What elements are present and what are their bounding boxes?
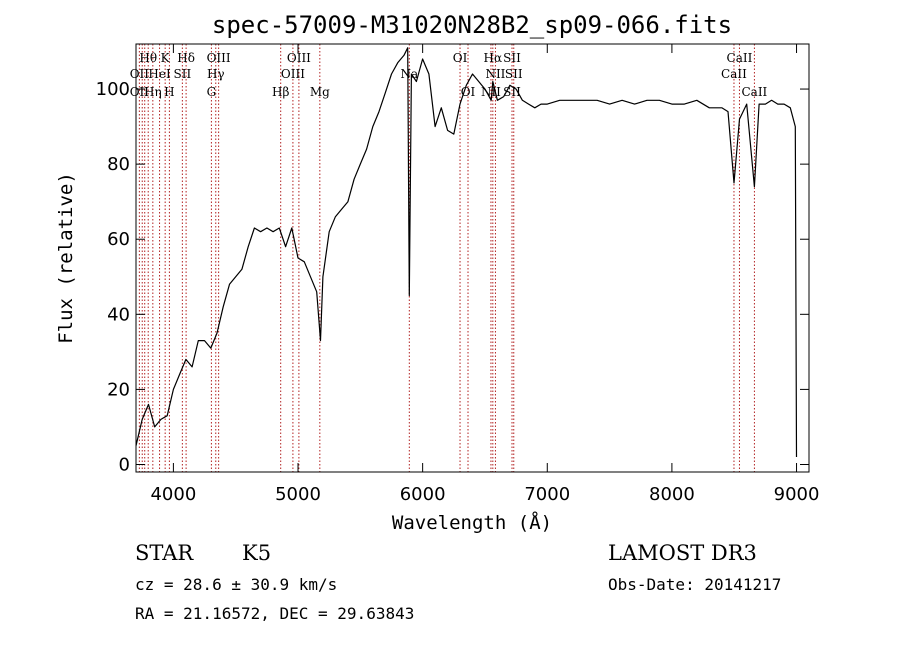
y-tick-label: 20 bbox=[107, 379, 130, 400]
line-label: SII bbox=[503, 51, 521, 65]
line-label: Hη bbox=[144, 85, 162, 99]
spectral-subclass-label: K5 bbox=[242, 541, 271, 565]
line-label: Mg bbox=[310, 85, 330, 99]
x-tick-label: 4000 bbox=[150, 484, 196, 505]
emission-line-markers bbox=[138, 44, 755, 472]
y-axis-title: Flux (relative) bbox=[55, 172, 77, 344]
line-label: Hδ bbox=[177, 51, 195, 65]
line-label: Hα bbox=[484, 51, 503, 65]
line-label: G bbox=[207, 85, 217, 99]
line-label: OIII bbox=[281, 67, 305, 81]
line-label: CaII bbox=[727, 51, 753, 65]
x-tick-label: 7000 bbox=[524, 484, 570, 505]
velocity-label: cz = 28.6 ± 30.9 km/s bbox=[135, 575, 337, 594]
x-tick-label: 8000 bbox=[649, 484, 695, 505]
coordinates-label: RA = 21.16572, DEC = 29.63843 bbox=[135, 604, 414, 623]
line-label: Na bbox=[400, 67, 418, 81]
x-axis-title: Wavelength (Å) bbox=[392, 511, 552, 534]
line-label: CaII bbox=[741, 85, 767, 99]
plot-frame bbox=[135, 43, 810, 473]
obs-date-label: Obs-Date: 20141217 bbox=[608, 575, 781, 594]
line-label: CaII bbox=[721, 67, 747, 81]
y-tick-label: 100 bbox=[96, 79, 130, 100]
y-tick-label: 40 bbox=[107, 304, 130, 325]
y-tick-label: 60 bbox=[107, 229, 130, 250]
survey-label: LAMOST DR3 bbox=[608, 541, 757, 565]
line-label: SII bbox=[174, 67, 192, 81]
line-label: OIII bbox=[287, 51, 311, 65]
x-tick-label: 5000 bbox=[275, 484, 321, 505]
x-tick-label: 6000 bbox=[400, 484, 446, 505]
line-label: OII bbox=[130, 67, 150, 81]
y-axis-ticks: 0 20 40 60 80 100 bbox=[96, 79, 809, 475]
line-label: OIII bbox=[207, 51, 231, 65]
line-label: Hγ bbox=[207, 67, 225, 81]
object-type-label: STAR bbox=[135, 541, 194, 565]
line-label: OI bbox=[461, 85, 476, 99]
x-tick-label: 9000 bbox=[774, 484, 820, 505]
y-tick-label: 0 bbox=[119, 454, 130, 475]
line-label: NII bbox=[485, 67, 505, 81]
y-tick-label: 80 bbox=[107, 154, 130, 175]
x-axis-ticks: 4000 5000 6000 7000 8000 9000 bbox=[150, 44, 819, 505]
chart-title: spec-57009-M31020N28B2_sp09-066.fits bbox=[212, 11, 732, 39]
line-label: Hβ bbox=[272, 85, 289, 99]
line-label: K bbox=[161, 51, 171, 65]
line-label: H bbox=[164, 85, 174, 99]
line-label: OII bbox=[130, 85, 150, 99]
spectrum-line bbox=[135, 47, 798, 458]
line-label: SII bbox=[505, 67, 523, 81]
line-label: HeI bbox=[148, 67, 171, 81]
line-label: Hθ bbox=[139, 51, 157, 65]
line-label: OI bbox=[453, 51, 468, 65]
spectrum-series bbox=[135, 47, 798, 458]
